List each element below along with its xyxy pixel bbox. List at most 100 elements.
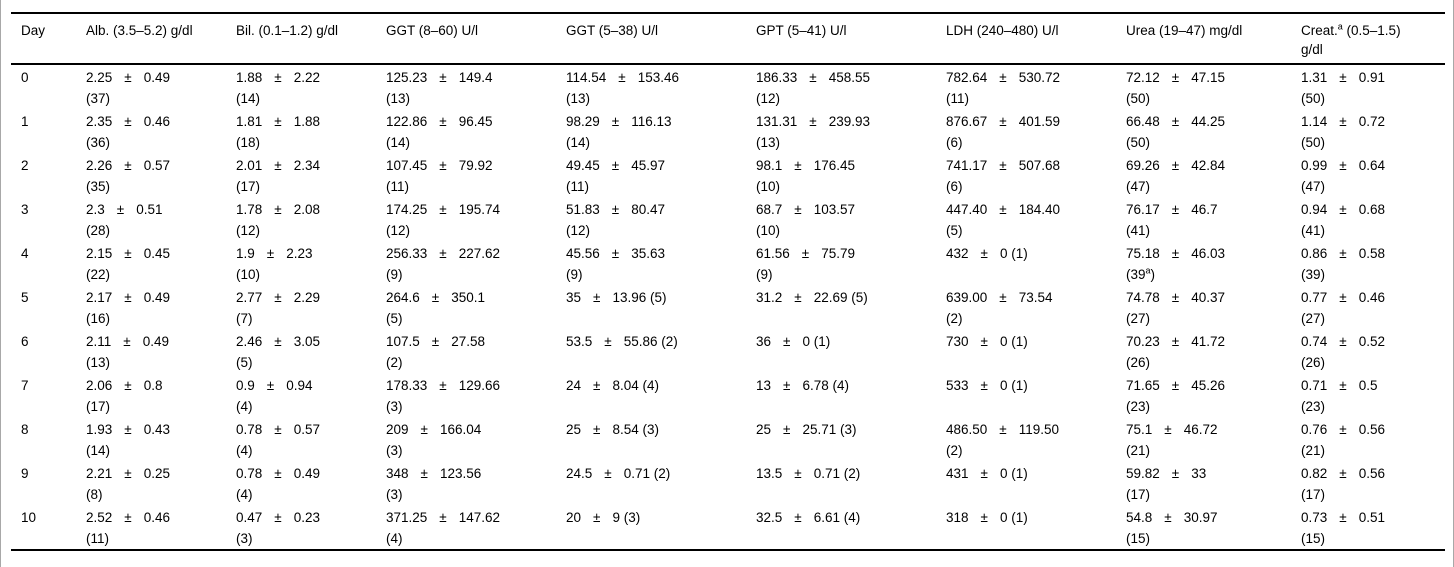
plus-minus-sign: ± — [439, 510, 447, 525]
plus-minus-sign: ± — [124, 246, 132, 261]
plus-minus-sign: ± — [439, 378, 447, 393]
sd-value: 25.71 — [802, 422, 837, 437]
sd-value: 22.69 — [813, 290, 848, 305]
plus-minus-sign: ± — [1339, 378, 1347, 393]
plus-minus-sign: ± — [1339, 466, 1347, 481]
value-line: 68.7 ±103.57 — [756, 199, 940, 220]
cell-bil: 0.9 ±0.94 (4) — [236, 373, 386, 417]
value-line: 730 ±0 (1) — [946, 331, 1120, 352]
mean-value: 0.78 — [236, 466, 263, 481]
value-line: 49.45 ±45.97 — [566, 155, 750, 176]
value-line: 2.26 ±0.57 — [86, 155, 230, 176]
sample-count: (10) — [756, 223, 781, 238]
mean-value: 107.45 — [386, 158, 428, 173]
value-line: 2.06 ±0.8 — [86, 375, 230, 396]
mean-value: 2.01 — [236, 158, 263, 173]
cell-alb: 2.25 ±0.49 (37) — [86, 64, 236, 109]
mean-value: 71.65 — [1126, 378, 1160, 393]
sd-value: 47.15 — [1191, 70, 1226, 85]
mean-value: 2.3 — [86, 202, 105, 217]
plus-minus-sign: ± — [1339, 290, 1347, 305]
sd-value: 2.22 — [293, 70, 320, 85]
cell-ldh: 876.67 ±401.59 (6) — [946, 109, 1126, 153]
plus-minus-sign: ± — [420, 466, 428, 481]
value-line: 107.5 ±27.58 — [386, 331, 560, 352]
value-line: 1.81 ±1.88 — [236, 111, 380, 132]
plus-minus-sign: ± — [999, 70, 1007, 85]
mean-value: 2.25 — [86, 70, 113, 85]
value-line: 35 ±13.96 (5) — [566, 287, 750, 308]
sd-value: 195.74 — [458, 202, 501, 217]
sd-value: 1.88 — [293, 114, 320, 129]
sample-count: (11) — [566, 179, 590, 194]
plus-minus-sign: ± — [1339, 246, 1347, 261]
mean-value: 45.56 — [566, 246, 600, 261]
plus-minus-sign: ± — [593, 510, 601, 525]
value-line: 2.15 ±0.45 — [86, 243, 230, 264]
mean-value: 25 — [756, 422, 772, 437]
sd-value: 239.93 — [828, 114, 871, 129]
cell-urea: 72.12 ±47.15 (50) — [1126, 64, 1301, 109]
sample-count: (9) — [756, 267, 773, 282]
value-line: 318 ±0 (1) — [946, 507, 1120, 528]
cell-day: 1 — [21, 114, 29, 129]
cell-alb: 2.11 ±0.49 (13) — [86, 329, 236, 373]
sample-count: (15) — [1126, 531, 1151, 546]
sample-count: (12) — [386, 223, 411, 238]
cell-bil: 0.78 ±0.49 (4) — [236, 461, 386, 505]
value-line: 32.5 ±6.61 (4) — [756, 507, 940, 528]
sample-count: (36) — [86, 135, 111, 150]
cell-day: 5 — [21, 290, 29, 305]
value-line: 209 ±166.04 — [386, 419, 560, 440]
cell-alb: 2.26 ±0.57 (35) — [86, 153, 236, 197]
cell-ggt_5_38: 98.29 ±116.13 (14) — [566, 109, 756, 153]
value-line: 486.50 ±119.50 — [946, 419, 1120, 440]
mean-value: 31.2 — [756, 290, 783, 305]
plus-minus-sign: ± — [124, 422, 132, 437]
sample-count: (12) — [236, 223, 261, 238]
plus-minus-sign: ± — [980, 510, 988, 525]
mean-value: 0.86 — [1301, 246, 1328, 261]
plus-minus-sign: ± — [439, 114, 447, 129]
value-line: 2.25 ±0.49 — [86, 67, 230, 88]
sample-count: (1) — [1007, 510, 1028, 525]
cell-urea: 70.23 ±41.72 (26) — [1126, 329, 1301, 373]
cell-creat: 0.86 ±0.58 (39) — [1301, 241, 1445, 285]
mean-value: 98.1 — [756, 158, 783, 173]
value-line: 54.8 ±30.97 — [1126, 507, 1295, 528]
cell-day: 0 — [21, 70, 29, 85]
plus-minus-sign: ± — [274, 70, 282, 85]
cell-gpt: 98.1 ±176.45 (10) — [756, 153, 946, 197]
value-line: 20 ±9 (3) — [566, 507, 750, 528]
mean-value: 0.73 — [1301, 510, 1328, 525]
sample-count: (14) — [386, 135, 411, 150]
mean-value: 75.1 — [1126, 422, 1153, 437]
sd-value: 350.1 — [451, 290, 486, 305]
sd-value: 3.05 — [293, 334, 320, 349]
cell-creat: 0.71 ±0.5 (23) — [1301, 373, 1445, 417]
plus-minus-sign: ± — [1171, 114, 1180, 129]
sd-value: 46.72 — [1183, 422, 1218, 437]
cell-ggt_5_38: 45.56 ±35.63 (9) — [566, 241, 756, 285]
plus-minus-sign: ± — [124, 466, 132, 481]
sample-count: (5) — [946, 223, 963, 238]
sd-value: 0 — [999, 378, 1008, 393]
value-line: 2.01 ±2.34 — [236, 155, 380, 176]
cell-day: 6 — [21, 334, 29, 349]
mean-value: 0.78 — [236, 422, 263, 437]
sample-count: (6) — [946, 179, 963, 194]
sample-count: (14) — [86, 443, 111, 458]
column-header-day: Day — [11, 13, 86, 65]
mean-value: 0.71 — [1301, 378, 1328, 393]
value-line: 2.77 ±2.29 — [236, 287, 380, 308]
sample-count: (50) — [1301, 135, 1326, 150]
sample-count: (4) — [638, 378, 659, 393]
plus-minus-sign: ± — [266, 246, 275, 261]
cell-ggt_5_38: 25 ±8.54 (3) — [566, 417, 756, 461]
sd-value: 42.84 — [1191, 158, 1226, 173]
cell-ggt_8_60: 174.25 ±195.74 (12) — [386, 197, 566, 241]
sd-value: 80.47 — [631, 202, 666, 217]
mean-value: 371.25 — [386, 510, 428, 525]
sd-value: 44.25 — [1191, 114, 1226, 129]
plus-minus-sign: ± — [809, 114, 817, 129]
